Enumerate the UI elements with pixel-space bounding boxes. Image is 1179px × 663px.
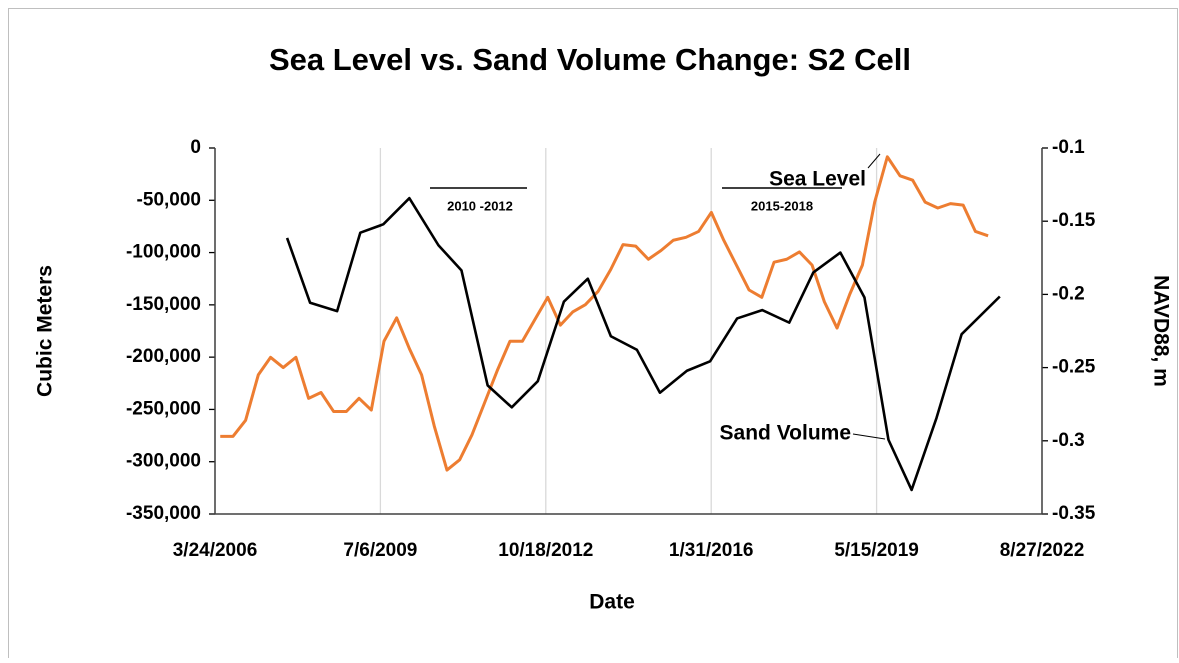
y-tick-label: -50,000 (137, 189, 201, 210)
y-tick-label: -250,000 (126, 398, 201, 419)
y2-tick-label: -0.15 (1052, 210, 1096, 231)
x-axis-label: Date (589, 591, 635, 614)
y2-tick-label: -0.25 (1052, 357, 1096, 378)
plot (220, 155, 1001, 492)
series-label: Sand Volume (720, 422, 851, 445)
y2-tick-label: -0.2 (1052, 283, 1085, 304)
annotation: 2015-2018 (751, 198, 813, 213)
y2-tick-label: -0.3 (1052, 430, 1085, 451)
y-axis-label: Cubic Meters (34, 265, 57, 397)
y2-tick-label: -0.1 (1052, 137, 1085, 158)
leader-line (852, 433, 886, 440)
x-tick-label: 3/24/2006 (173, 540, 258, 561)
y2-axis-label: NAVD88, m (1149, 275, 1172, 387)
series-line (220, 155, 989, 472)
y-tick-label: -150,000 (126, 294, 201, 315)
annotation: 2010 -2012 (447, 198, 513, 213)
x-tick-label: 10/18/2012 (498, 540, 593, 561)
chart-border (8, 8, 1178, 663)
chart-title: Sea Level vs. Sand Volume Change: S2 Cel… (269, 42, 911, 77)
x-tick-label: 7/6/2009 (343, 540, 417, 561)
leader-line (867, 153, 881, 169)
series-line (285, 196, 1001, 492)
y-tick-label: -300,000 (126, 451, 201, 472)
series-label: Sea Level (769, 168, 866, 191)
x-tick-label: 5/15/2019 (834, 540, 919, 561)
y-tick-label: 0 (190, 137, 201, 158)
y-tick-label: -100,000 (126, 242, 201, 263)
x-tick-label: 1/31/2016 (669, 540, 754, 561)
grid: 3/24/2006 7/6/2009 10/18/2012 1/31/2016 5/15… (126, 137, 1096, 561)
x-tick-label: 8/27/2022 (1000, 540, 1085, 561)
y-tick-label: -350,000 (126, 503, 201, 524)
y-tick-label: -200,000 (126, 346, 201, 367)
y2-tick-label: -0.35 (1052, 503, 1096, 524)
